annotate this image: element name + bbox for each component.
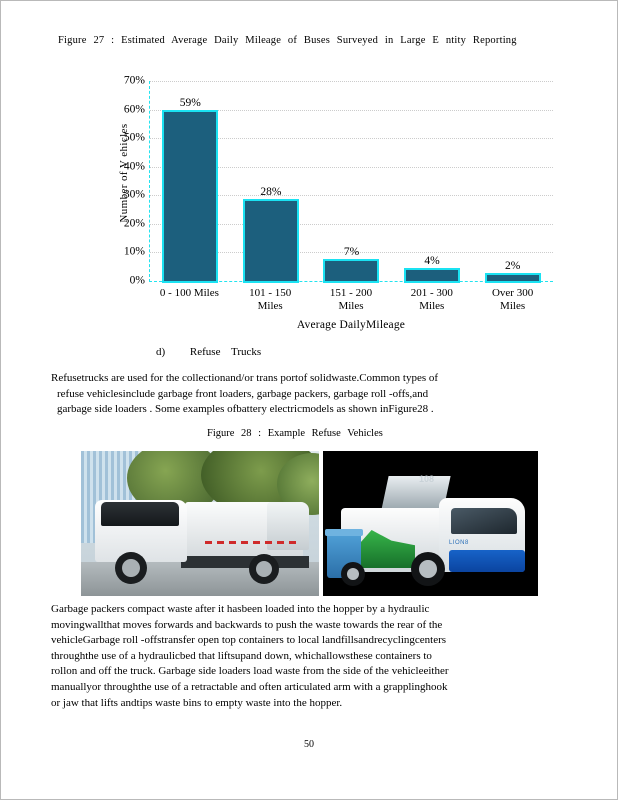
chart-plot-area: 59% 28% 7% 4% 2% <box>149 81 553 284</box>
chart-y-tick-label: 70% <box>123 74 145 87</box>
chart-x-tick-label: 151 - 200 Miles <box>329 287 373 312</box>
chart-x-axis-title: Average DailyMileage <box>296 319 406 331</box>
chart-x-tick-label: Over 300 Miles <box>491 287 534 312</box>
paragraph-line: movingwallthat moves forwards and backwa… <box>51 618 443 631</box>
truck-wheel-shape <box>341 562 365 586</box>
paragraph-line: rollon and off the truck. Garbage side l… <box>51 665 449 678</box>
chart-bar-value-label: 2% <box>505 260 521 273</box>
chart-bar[interactable]: 4% <box>404 255 461 284</box>
truck-top-number: 108 <box>419 474 435 484</box>
truck-chassis-shape <box>181 556 309 568</box>
page-number: 50 <box>304 739 314 750</box>
chart-gridline <box>150 166 553 168</box>
chart-gridline <box>150 252 553 254</box>
chart-y-tick-label: 30% <box>123 188 145 201</box>
section-title-word-1: Refuse <box>189 346 221 358</box>
chart-gridline <box>150 138 553 140</box>
chart-bar[interactable]: 7% <box>323 246 380 283</box>
truck-reflector-stripe <box>205 541 297 544</box>
chart-bar-cell[interactable]: 28% <box>231 81 312 283</box>
truck-wheel-shape <box>249 554 279 584</box>
chart-x-tick-label: 0 - 100 Miles <box>159 287 219 299</box>
paragraph-line: refuse vehiclesinclude garbage front loa… <box>57 387 429 400</box>
chart-bar[interactable]: 2% <box>484 260 541 283</box>
paragraph-garbage-packers: Garbage packers compact waste after it h… <box>51 602 575 711</box>
paragraph-line: garbage side loaders . Some examples ofb… <box>57 403 434 416</box>
chart-gridline <box>150 223 553 225</box>
chart-x-tick-label: 201 - 300 Miles <box>410 287 453 312</box>
truck-windshield-shape <box>101 502 179 526</box>
paragraph-refuse-truck-intro: Refusetrucks are used for the collection… <box>51 371 573 418</box>
chart-bar-value-label: 4% <box>424 254 440 267</box>
chart-y-tick-label: 40% <box>123 159 145 172</box>
chart-bar-cell[interactable]: 59% <box>150 81 231 283</box>
chart-y-tick-label: 0% <box>129 274 145 287</box>
section-marker: d) <box>156 346 166 358</box>
chart-bar-value-label: 28% <box>260 186 282 198</box>
chart-gridline <box>150 81 553 82</box>
truck-wheel-shape <box>115 552 147 584</box>
paragraph-line: Refusetrucks are used for the collection… <box>51 372 439 384</box>
paragraph-line: manuallyor throughthe use of a retractab… <box>51 680 448 693</box>
figure-28-right-photo: LION8 108 <box>323 451 538 596</box>
section-title-word-2: Trucks <box>231 346 262 358</box>
section-heading-refuse-trucks: d) Refuse Trucks <box>156 346 261 358</box>
chart-y-tick-label: 50% <box>123 131 145 144</box>
chart-y-axis-tick-labels: 0% 10% 20% 30% 40% 50% 60% 70% <box>99 71 145 286</box>
bar-chart-figure-27: Number of V ehicles 0% 10% 20% 30% 40% 50% 60%… <box>61 71 561 331</box>
truck-brand-badge: LION8 <box>449 540 469 546</box>
chart-bar-cell[interactable]: 4% <box>392 81 473 284</box>
chart-y-tick-label: 20% <box>123 217 145 230</box>
chart-bar-cell[interactable]: 7% <box>311 81 392 283</box>
chart-bar-value-label: 7% <box>343 246 360 258</box>
chart-bars: 59% 28% 7% 4% 2% <box>150 81 553 284</box>
chart-gridline <box>150 109 553 111</box>
chart-y-tick-label: 10% <box>123 245 145 258</box>
truck-windshield-shape <box>451 508 517 534</box>
paragraph-line: vehicleGarbage roll -offstransfer open t… <box>51 634 447 647</box>
figure-28-left-photo <box>81 451 319 596</box>
chart-gridlines <box>150 81 553 281</box>
truck-wheel-shape <box>411 552 445 586</box>
chart-bar[interactable]: 59% <box>162 97 219 283</box>
chart-gridline <box>150 195 553 197</box>
truck-blue-panel-shape <box>449 550 525 572</box>
paragraph-line: throughthe use of a hydraulicbed that li… <box>51 649 432 662</box>
figure-27-caption: Figure 27 : Estimated Average Daily Mile… <box>58 35 517 46</box>
chart-x-tick-label: 101 - 150 Miles <box>249 287 292 312</box>
figure-28-caption: Figure 28 : Example Refuse Vehicles <box>207 428 383 439</box>
chart-y-tick-label: 60% <box>123 102 145 115</box>
chart-bar-value-label: 59% <box>179 97 201 110</box>
chart-bar[interactable]: 28% <box>242 186 299 283</box>
chart-x-axis-tick-labels: 0 - 100 Miles 101 - 150 Miles 151 - 200 Mi… <box>149 287 553 313</box>
paragraph-line: Garbage packers compact waste after it h… <box>51 603 430 615</box>
paragraph-line: or jaw that lifts andtips waste bins to … <box>51 696 343 709</box>
chart-bar-cell[interactable]: 2% <box>472 81 553 283</box>
